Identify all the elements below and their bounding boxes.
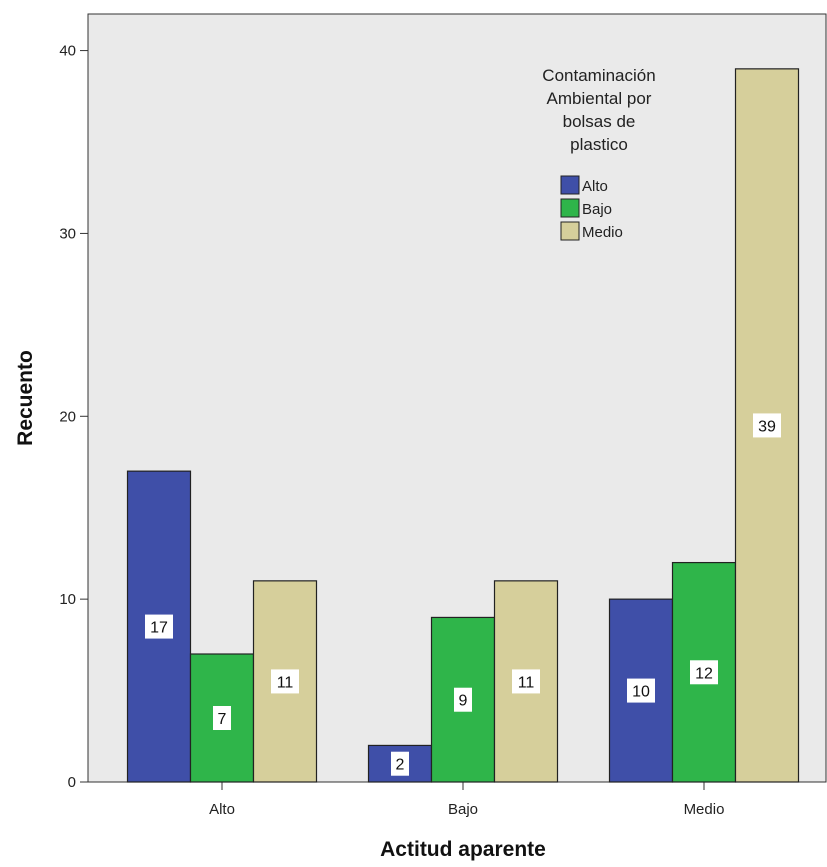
data-label-box <box>213 706 231 730</box>
y-tick-label: 0 <box>68 774 76 791</box>
legend-title-line: Ambiental por <box>547 89 652 108</box>
data-label: 2 <box>396 757 405 774</box>
legend-label-alto: Alto <box>582 178 608 195</box>
y-tick-label: 20 <box>59 408 76 425</box>
data-label-box <box>512 669 540 694</box>
x-axis: Alto Bajo Medio <box>88 781 826 818</box>
y-tick-label: 40 <box>59 43 76 60</box>
data-label: 11 <box>277 674 294 691</box>
legend-label-bajo: Bajo <box>582 201 612 218</box>
data-label-box <box>271 669 299 694</box>
data-label-box <box>627 678 655 703</box>
y-axis-title: Recuento <box>14 350 37 446</box>
y-axis: 0 10 20 30 40 <box>59 14 89 791</box>
data-label-box <box>454 687 472 712</box>
data-label: 9 <box>459 693 468 710</box>
x-tick-label: Bajo <box>448 801 478 818</box>
legend-swatch-bajo <box>560 198 580 218</box>
data-label-box <box>753 413 781 438</box>
x-axis-title: Actitud aparente <box>380 838 546 861</box>
legend-title-line: bolsas de <box>563 112 636 131</box>
legend-label-medio: Medio <box>582 224 623 241</box>
legend-title-line: plastico <box>570 135 628 154</box>
data-label: 17 <box>150 620 168 637</box>
legend-swatch-alto <box>560 175 580 195</box>
data-label-box <box>391 751 409 776</box>
y-tick-label: 30 <box>59 225 76 242</box>
data-labels-group: 17 2 10 7 9 12 11 11 39 <box>145 413 781 776</box>
data-label: 12 <box>695 665 713 682</box>
data-label-box <box>145 614 173 639</box>
data-label: 10 <box>632 684 650 701</box>
data-label: 7 <box>218 711 227 728</box>
x-tick-label: Alto <box>209 801 235 818</box>
legend: Contaminación Ambiental por bolsas de plast… <box>542 66 655 241</box>
data-label: 11 <box>518 674 535 691</box>
legend-title-line: Contaminación <box>542 66 655 85</box>
y-tick-label: 10 <box>59 591 76 608</box>
x-tick-label: Medio <box>684 801 725 818</box>
data-label: 39 <box>758 418 776 435</box>
legend-swatch-medio <box>560 221 580 241</box>
data-label-box <box>690 660 718 685</box>
